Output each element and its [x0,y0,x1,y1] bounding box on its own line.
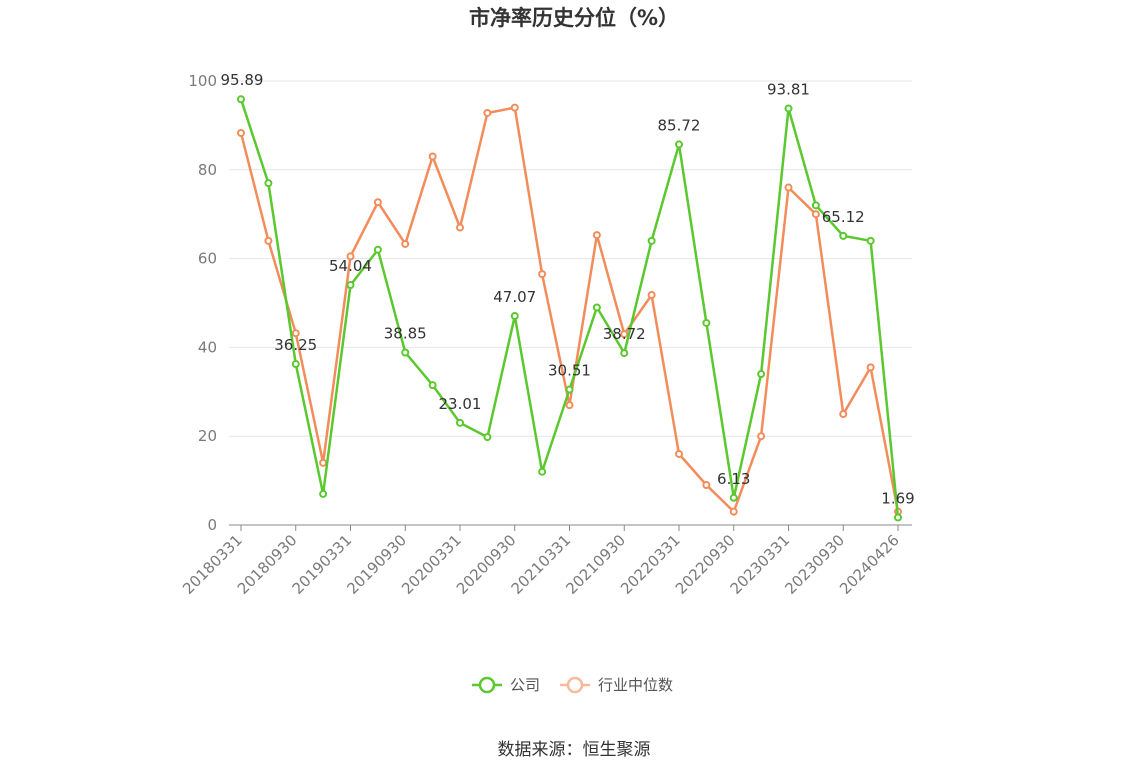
data-label: 6.13 [717,470,750,488]
data-point[interactable] [264,179,273,188]
data-point[interactable] [811,210,820,219]
data-point[interactable] [839,410,848,418]
data-point[interactable] [456,223,464,232]
data-point[interactable] [757,432,766,441]
data-point[interactable] [373,245,382,254]
data-point[interactable] [757,370,766,379]
series [237,95,902,522]
data-point[interactable] [784,104,793,113]
source-note: 数据来源：恒生聚源 [498,740,651,760]
data-point[interactable] [237,95,245,104]
chart-title: 市净率历史分位（%） [469,6,679,30]
data-point[interactable] [538,467,547,476]
data-label: 85.72 [658,116,701,134]
data-point[interactable] [428,381,437,390]
data-point[interactable] [647,291,656,300]
data-point[interactable] [620,330,629,339]
data-label: 95.89 [221,71,264,89]
data-point[interactable] [319,489,328,498]
data-label: 23.01 [439,395,482,413]
data-point[interactable] [592,231,601,240]
data-point[interactable] [346,252,355,261]
data-point[interactable] [620,349,629,358]
data-point[interactable] [729,493,738,502]
data-point[interactable] [483,108,492,117]
data-point[interactable] [401,348,410,357]
y-tick-label: 60 [198,250,217,268]
data-point[interactable] [264,236,273,245]
x-tick-label: 20240426 [836,531,903,598]
data-point[interactable] [456,418,464,427]
data-point[interactable] [565,385,574,394]
data-point[interactable] [729,507,738,516]
y-tick-label: 20 [198,427,217,445]
data-point[interactable] [291,329,300,338]
legend-label: 公司 [510,676,540,694]
legend[interactable]: 公司 行业中位数 [472,676,673,694]
series-industry-median [237,103,902,516]
data-point[interactable] [538,270,547,279]
data-point[interactable] [811,201,820,210]
data-point[interactable] [237,128,245,137]
data-point[interactable] [784,183,793,192]
axes: 0204060801002018033120180930201903312019… [179,72,912,598]
data-point[interactable] [319,458,328,467]
legend-label: 行业中位数 [598,676,673,694]
data-label: 93.81 [767,80,810,98]
y-tick-label: 80 [198,161,217,179]
data-point[interactable] [401,239,410,248]
data-point[interactable] [510,312,519,321]
data-label: 36.25 [274,336,317,354]
data-label: 38.85 [384,325,427,343]
data-point[interactable] [675,140,683,149]
data-label: 65.12 [822,208,865,226]
y-tick-label: 0 [207,516,217,534]
legend-marker-icon [566,676,584,694]
y-tick-label: 40 [198,338,217,356]
data-labels: 95.89 36.25 54.04 38.85 23.01 47.07 30.51 38.72… [221,71,915,507]
data-point[interactable] [346,281,355,290]
data-point[interactable] [866,236,875,245]
data-point[interactable] [702,318,711,327]
data-point[interactable] [565,401,574,410]
data-point[interactable] [894,513,902,522]
legend-item-industry-median[interactable]: 行业中位数 [560,676,673,694]
data-point[interactable] [510,103,519,112]
series-company [237,95,902,522]
series-line [239,106,900,513]
data-point[interactable] [592,303,601,312]
y-tick-label: 100 [188,72,217,90]
data-point[interactable] [839,231,848,240]
data-point[interactable] [291,360,300,369]
legend-marker-icon [478,676,496,694]
legend-item-company[interactable]: 公司 [472,676,540,694]
data-label: 1.69 [881,489,914,507]
series-line [239,98,900,518]
data-label: 38.72 [603,325,646,343]
data-point[interactable] [675,449,683,458]
data-label: 47.07 [493,288,536,306]
data-point[interactable] [702,481,711,490]
data-point[interactable] [373,198,382,207]
data-label: 30.51 [548,362,591,380]
data-point[interactable] [647,236,656,245]
data-point[interactable] [866,363,875,372]
data-point[interactable] [428,152,437,161]
data-label: 54.04 [329,257,372,275]
data-point[interactable] [483,433,492,442]
